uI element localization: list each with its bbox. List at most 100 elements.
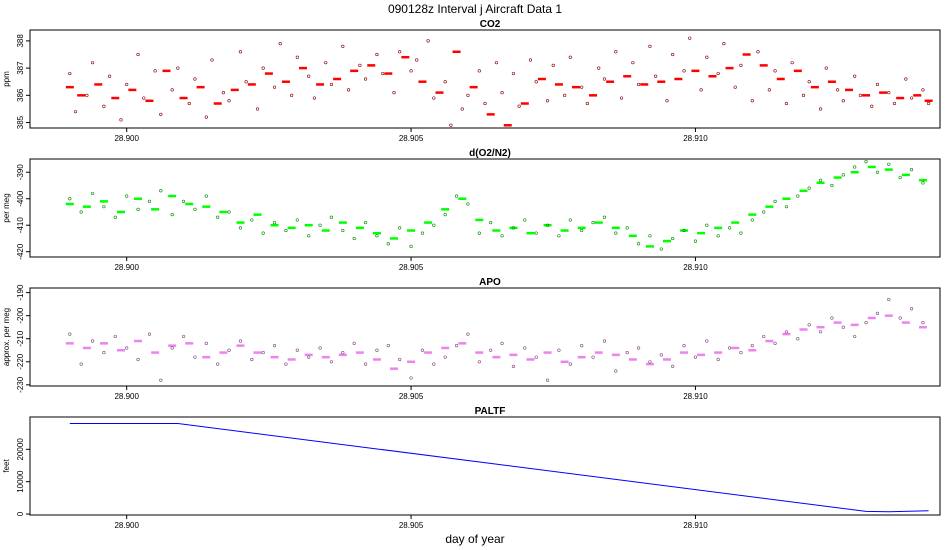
point-o2n2 [614,231,618,235]
point-apo [568,362,572,366]
point-apo [625,350,629,355]
point-o2n2 [841,173,845,177]
point-o2n2 [511,226,516,230]
point-o2n2 [420,231,425,235]
point-co2 [602,77,607,81]
point-co2 [102,104,106,108]
point-apo [420,348,425,352]
point-apo [113,334,117,339]
point-co2 [90,61,95,65]
point-o2n2 [921,181,925,185]
panel-title-co2: CO2 [480,19,501,30]
point-o2n2 [238,226,243,230]
series-paltf [69,423,929,513]
point-o2n2 [568,218,572,222]
point-co2 [875,82,880,87]
ytick-label-o2n2: -410 [16,217,25,234]
point-o2n2 [272,220,277,225]
point-o2n2 [773,199,777,203]
point-o2n2 [102,205,106,209]
point-o2n2 [898,175,902,180]
point-co2 [363,77,368,81]
point-co2 [665,99,669,103]
point-co2 [329,82,334,87]
point-apo [125,346,129,350]
point-o2n2 [318,223,322,227]
point-apo [454,344,459,348]
point-apo [68,332,72,336]
xtick-label-o2n2: 28.910 [683,263,708,272]
point-o2n2 [636,242,641,246]
point-apo [159,378,163,382]
point-o2n2 [250,218,254,222]
point-apo [204,341,208,345]
point-apo [489,348,493,352]
point-o2n2 [386,242,390,246]
point-co2 [909,96,914,100]
point-apo [921,320,925,325]
ytick-label-apo: -200 [16,307,25,324]
ytick-label-apo: -210 [16,330,25,347]
point-co2 [654,74,658,78]
point-apo [466,332,470,336]
point-co2 [568,55,572,59]
point-co2 [426,39,430,43]
point-apo [705,339,709,343]
point-co2 [409,69,413,73]
point-o2n2 [363,220,368,225]
point-o2n2 [284,228,288,233]
point-co2 [517,104,521,108]
point-o2n2 [682,228,686,233]
point-apo [409,376,413,380]
point-apo [500,341,504,345]
point-o2n2 [181,199,186,203]
ytick-label-o2n2: -390 [16,164,25,181]
point-apo [807,323,811,327]
point-co2 [261,66,265,70]
point-apo [295,348,299,352]
figure-title: 090128z Interval j Aircraft Data 1 [388,2,562,16]
point-co2 [716,71,720,76]
point-o2n2 [784,205,789,209]
point-o2n2 [227,210,231,214]
point-o2n2 [762,210,766,214]
point-co2 [125,82,129,87]
point-apo [534,355,538,359]
point-co2 [688,36,692,40]
point-apo [511,364,516,369]
panel-apo: APO approx. per meg -230 -220 -210 -200 -190… [2,277,941,401]
point-apo [727,346,732,350]
point-co2 [415,58,419,62]
point-o2n2 [693,239,698,243]
point-apo [227,348,231,352]
point-apo [432,362,436,366]
panel-title-paltf: PALTF [475,406,506,417]
point-o2n2 [659,247,663,251]
point-co2 [619,96,624,100]
point-co2 [341,44,345,48]
point-apo [557,348,561,352]
x-axis-paltf: 28.900 28.905 28.910 [114,515,708,530]
point-co2 [739,63,743,67]
point-co2 [443,80,447,84]
ylabel-o2n2: per meg [2,193,11,222]
point-co2 [511,71,516,76]
point-co2 [466,93,470,97]
plot-frame-paltf [29,416,941,516]
xtick-label-paltf: 28.905 [399,521,424,530]
y-axis-apo: -230 -220 -210 -200 -190 [16,284,30,393]
xtick-label-o2n2: 28.900 [114,263,139,272]
point-o2n2 [557,234,561,238]
point-co2 [204,115,208,119]
point-apo [352,341,356,345]
point-apo [762,334,766,339]
point-apo [796,337,800,341]
point-o2n2 [864,160,868,164]
point-apo [671,364,675,369]
point-o2n2 [79,210,83,214]
point-co2 [255,107,260,111]
xtick-label-co2: 28.905 [399,134,424,143]
point-apo [693,355,698,359]
point-co2 [244,80,248,84]
point-co2 [68,71,72,76]
